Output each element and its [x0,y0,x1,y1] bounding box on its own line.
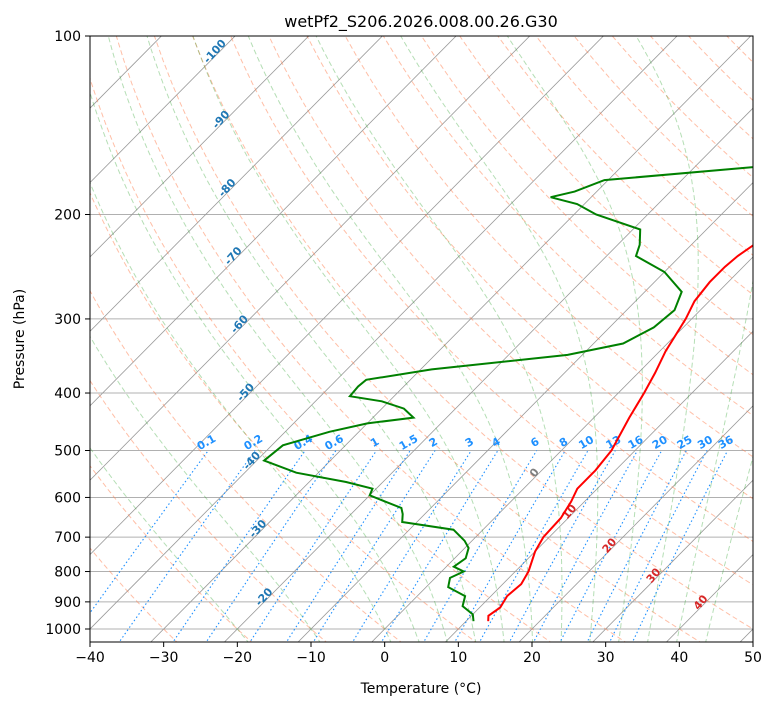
mixing-ratio-line [586,450,687,642]
x-tick-label: −30 [149,650,179,666]
sounding-series [262,166,753,622]
dry-adiabat-line [268,36,753,543]
mixing-ratio-line [172,450,306,642]
y-tick-label: 100 [54,29,81,45]
isotherm-line [90,36,236,184]
x-axis-label: Temperature (°C) [360,681,482,697]
mixing-ratio-line [90,450,209,614]
dry-adiabat-line [382,36,753,417]
y-tick-label: 400 [54,386,81,402]
dry-adiabat-line [306,36,753,500]
isotherm-line [297,181,753,642]
dry-adiabat-line [90,547,178,642]
mixing-ratio-line [380,450,499,642]
y-tick-label: 700 [54,530,81,546]
y-tick-label: 500 [54,443,81,459]
isotherm-line [90,36,678,630]
moist-adiabat-lines [90,36,753,642]
y-tick-label: 900 [54,595,81,611]
x-tick-label: 0 [380,650,389,666]
y-tick-label: 600 [54,490,81,506]
moist-adiabat-line [315,36,563,642]
dry-adiabat-lines [90,36,753,642]
isotherm-line [90,36,457,407]
mixing-ratio-line [454,450,566,642]
temperature-line [487,244,753,622]
y-tick-label: 1000 [45,622,81,638]
dewpoint-line [262,166,753,622]
x-axis: −40 −30 −20 −10 0 10 20 30 40 50 [75,642,762,666]
dry-adiabat-line [192,36,753,630]
plot-frame [89,35,754,643]
isotherm-line [592,479,753,642]
x-tick-label: −40 [75,650,105,666]
isotherm-line [90,36,383,332]
isotherm-line [518,405,753,642]
dry-adiabat-line [497,36,753,296]
mixing-ratio-line [285,450,411,642]
isotherm-line [90,36,310,258]
moist-adiabat-line [90,90,420,642]
mixing-ratio-line [249,450,377,642]
moist-adiabat-line [90,335,321,642]
y-tick-label: 200 [54,208,81,224]
y-tick-label: 800 [54,565,81,581]
mixing-ratio-line [559,450,663,642]
moist-adiabat-line [192,36,505,642]
isotherm-line [90,36,531,481]
moist-adiabat-line [247,36,534,642]
mixing-ratio-lines [90,450,729,642]
y-tick-label: 300 [54,312,81,328]
moist-adiabat-line [705,454,753,642]
isotherm-line [150,36,752,642]
moist-adiabat-line [146,36,477,642]
mixing-ratio-line [533,450,638,642]
moist-adiabat-line [107,36,448,642]
moist-adiabat-line [90,181,392,642]
dry-adiabat-line [90,289,402,642]
x-tick-label: 30 [597,650,615,666]
x-tick-label: −10 [296,650,326,666]
chart-title: wetPf2_S206.2026.008.00.26.G30 [284,12,558,32]
mixing-ratio-line [609,450,708,642]
mixing-ratio-line [118,450,256,642]
moist-adiabat-line [635,36,699,642]
x-tick-label: 10 [449,650,467,666]
dry-adiabat-line [459,36,753,336]
y-axis-label: Pressure (hPa) [12,289,28,389]
mixing-ratio-line [205,450,337,642]
x-tick-label: 20 [523,650,541,666]
dry-adiabat-line [153,36,701,642]
dry-adiabat-line [90,76,552,642]
moist-adiabat-line [90,447,249,642]
x-tick-label: 50 [744,650,762,666]
moist-adiabat-line [676,278,753,642]
dry-adiabat-line [115,36,627,642]
mixing-ratio-line [352,450,472,642]
x-tick-label: −20 [223,650,253,666]
isotherm-line [223,107,753,642]
x-tick-label: 40 [670,650,688,666]
y-axis: 100 200 300 400 500 600 700 800 900 1000 [45,29,90,638]
mixing-ratio-line [423,450,538,642]
dry-adiabat-line [230,36,753,586]
moist-adiabat-line [506,36,643,642]
moist-adiabat-line [400,36,599,642]
isotherm-line [90,36,604,556]
dry-adiabat-line [90,379,328,642]
mixing-ratio-line [312,450,436,642]
